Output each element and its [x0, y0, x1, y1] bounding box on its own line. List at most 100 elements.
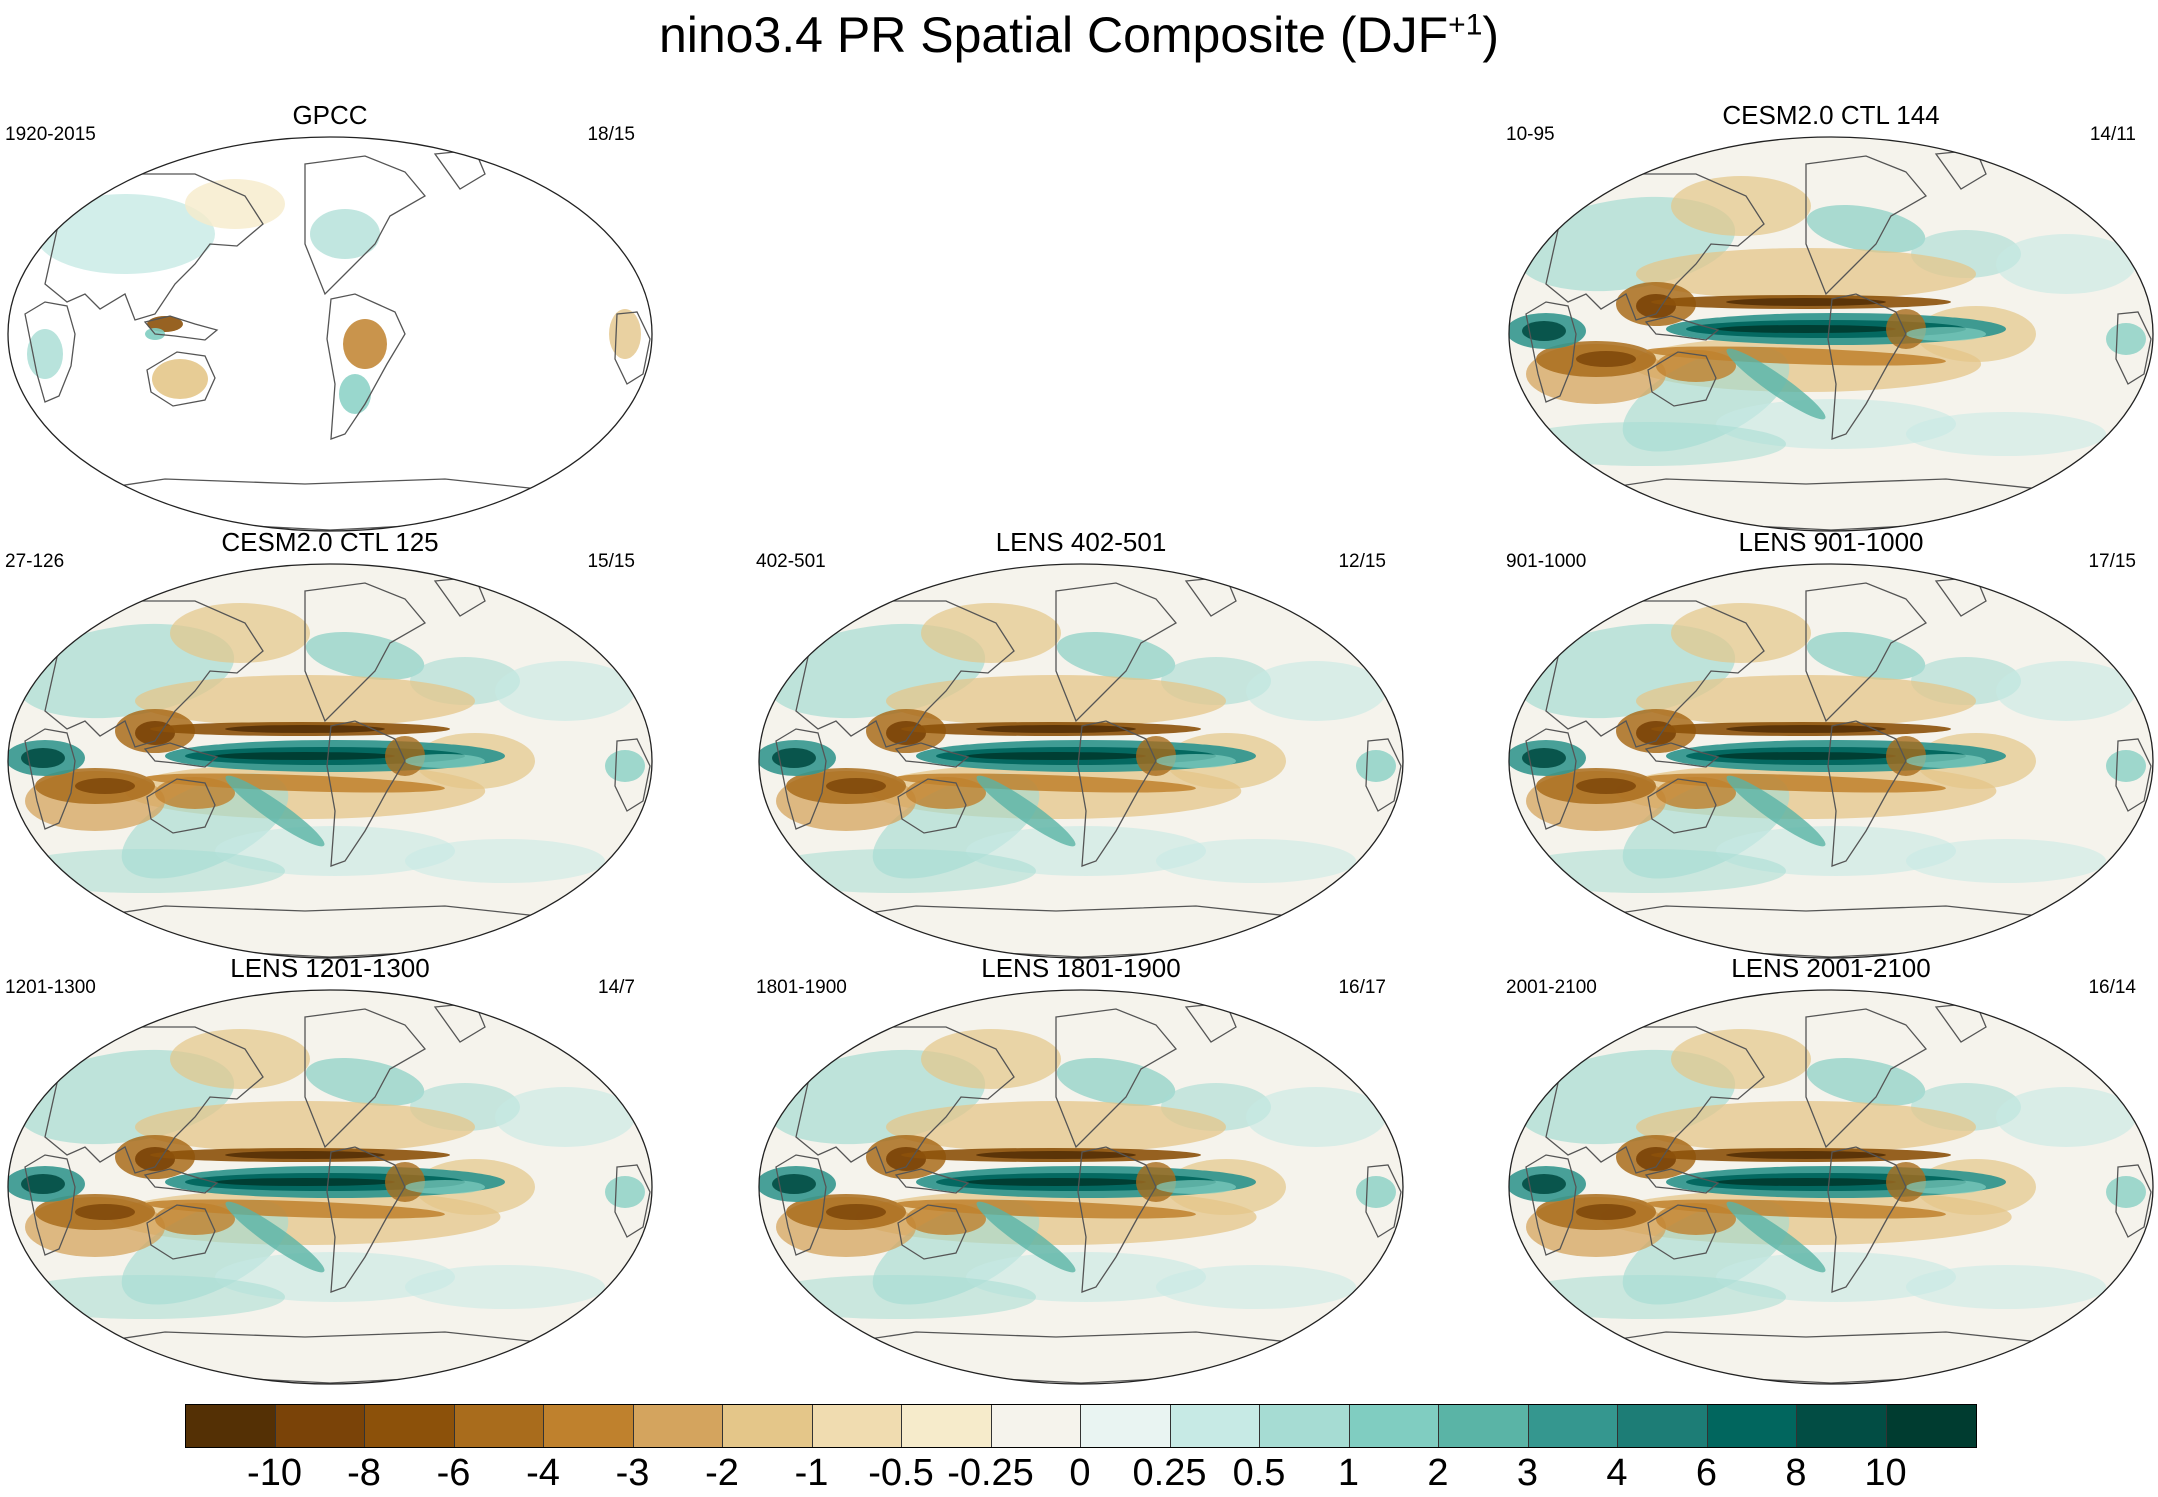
coast-south-america — [326, 293, 406, 440]
colorbar-tick-label: 0.25 — [1132, 1452, 1207, 1494]
anomaly-patch — [1636, 248, 1976, 300]
coast-australia — [146, 1204, 216, 1260]
coast-africa — [775, 1154, 827, 1256]
anomaly-wet-core — [2106, 750, 2146, 782]
anomaly-dry-band — [225, 725, 385, 733]
colorbar-tick-label: 2 — [1427, 1452, 1449, 1494]
coast-east-africa-right — [614, 311, 651, 385]
anomaly-dry-band — [1726, 298, 1886, 306]
anomaly-wet-core — [1906, 754, 1986, 768]
anomaly-patch — [1246, 1087, 1386, 1147]
anomaly-patch — [170, 1029, 310, 1089]
anomaly-patch — [495, 661, 635, 721]
map-panel-lens2001 — [1508, 989, 2154, 1385]
coast-eurasia — [795, 1026, 1015, 1174]
anomaly-patch — [1671, 603, 1811, 663]
colorbar-tick-label: -10 — [247, 1452, 302, 1494]
anomaly-wet-core — [2106, 323, 2146, 355]
anomaly-wet-spcz — [976, 775, 1076, 847]
map-border — [7, 563, 653, 959]
coast-eurasia — [1545, 600, 1765, 748]
colorbar-swatch — [365, 1405, 455, 1447]
colorbar-tick-label: 6 — [1695, 1452, 1718, 1494]
coast-eurasia — [1545, 1026, 1765, 1174]
map-anomaly-field — [759, 990, 1403, 1384]
panel-cesm144: CESM2.0 CTL 144 10-95 14/11 — [1506, 100, 2156, 532]
anomaly-patch — [1246, 661, 1386, 721]
anomaly-patch — [405, 1265, 605, 1309]
colorbar-tick-label: -0.25 — [947, 1452, 1034, 1494]
coast-eurasia — [795, 600, 1015, 748]
coast-east-africa-right — [2115, 738, 2152, 812]
panel-period-label: 10-95 — [1506, 124, 1555, 145]
coast-indonesia — [1644, 742, 1720, 768]
anomaly-patch — [609, 309, 641, 359]
coast-eurasia — [44, 173, 264, 321]
coast-africa — [24, 1154, 76, 1256]
anomaly-patch — [1996, 661, 2136, 721]
anomaly-dry-band — [145, 773, 445, 793]
anomaly-wet-core — [405, 754, 485, 768]
panel-count-label: 15/15 — [587, 551, 635, 572]
colorbar-swatch — [723, 1405, 813, 1447]
map-border — [1508, 136, 2154, 532]
panel-lens402: LENS 402-501 402-501 12/15 — [756, 527, 1406, 959]
anomaly-wet-spcz — [225, 775, 325, 847]
anomaly-wet-core — [1156, 754, 1236, 768]
anomaly-wet-spcz — [225, 1201, 325, 1273]
map-anomaly-field — [8, 564, 652, 958]
coast-africa — [24, 301, 76, 403]
colorbar-swatch — [812, 1405, 902, 1447]
colorbar-swatch — [991, 1405, 1081, 1447]
coast-north-america — [1805, 1008, 1927, 1149]
anomaly-dry-core — [385, 1162, 425, 1202]
anomaly-wet-tongue — [1716, 1178, 1896, 1186]
panel-title: LENS 402-501 — [995, 527, 1167, 557]
anomaly-wet-core — [339, 374, 371, 414]
anomaly-patch — [305, 631, 425, 681]
colorbar-swatch — [275, 1405, 365, 1447]
coast-east-africa-right — [2115, 1164, 2152, 1238]
anomaly-patch — [886, 675, 1226, 727]
colorbar-swatch — [1797, 1405, 1887, 1447]
panel-count-label: 16/17 — [1338, 977, 1386, 998]
anomaly-patch — [921, 1029, 1061, 1089]
anomaly-patch — [495, 1087, 635, 1147]
anomaly-dry-band — [1646, 1199, 1946, 1219]
colorbar-tick-label: -1 — [794, 1452, 829, 1494]
anomaly-patch — [1906, 839, 2106, 883]
panel-period-label: 1201-1300 — [5, 977, 96, 998]
map-anomaly-field — [1509, 137, 2153, 531]
anomaly-dry-band — [225, 1151, 385, 1159]
anomaly-wet-core — [605, 1176, 645, 1208]
anomaly-patch — [1806, 204, 1926, 254]
coast-indonesia — [1644, 315, 1720, 341]
anomaly-wet-core — [1906, 1180, 1986, 1194]
anomaly-patch — [1156, 1265, 1356, 1309]
colorbar-swatch — [633, 1405, 723, 1447]
anomaly-patch — [1671, 1029, 1811, 1089]
colorbar-tick-label: -4 — [526, 1452, 560, 1494]
coast-indonesia — [143, 315, 219, 341]
anomaly-wet-core — [605, 750, 645, 782]
map-border — [1508, 989, 2154, 1385]
coast-south-america — [1077, 720, 1157, 867]
anomaly-dry-band — [1646, 773, 1946, 793]
panel-cesm125: CESM2.0 CTL 125 27-126 15/15 — [5, 527, 655, 959]
colorbar-swatch — [1618, 1405, 1708, 1447]
anomaly-dry-core — [1576, 1204, 1636, 1220]
coast-north-america — [1055, 1008, 1177, 1149]
map-panel-lens1201 — [7, 989, 653, 1385]
anomaly-dry-core — [385, 736, 425, 776]
colorbar-swatch — [1528, 1405, 1618, 1447]
map-panel-lens1801 — [758, 989, 1404, 1385]
anomaly-patch — [185, 179, 285, 229]
coast-indonesia — [894, 1168, 970, 1194]
anomaly-wet-tongue — [1716, 325, 1896, 333]
coast-north-america — [304, 1008, 426, 1149]
anomaly-dry-core — [1136, 1162, 1176, 1202]
colorbar-swatch — [454, 1405, 544, 1447]
coast-east-africa-right — [1365, 1164, 1402, 1238]
panel-count-label: 14/11 — [2089, 124, 2136, 145]
colorbar-swatch — [186, 1405, 276, 1447]
